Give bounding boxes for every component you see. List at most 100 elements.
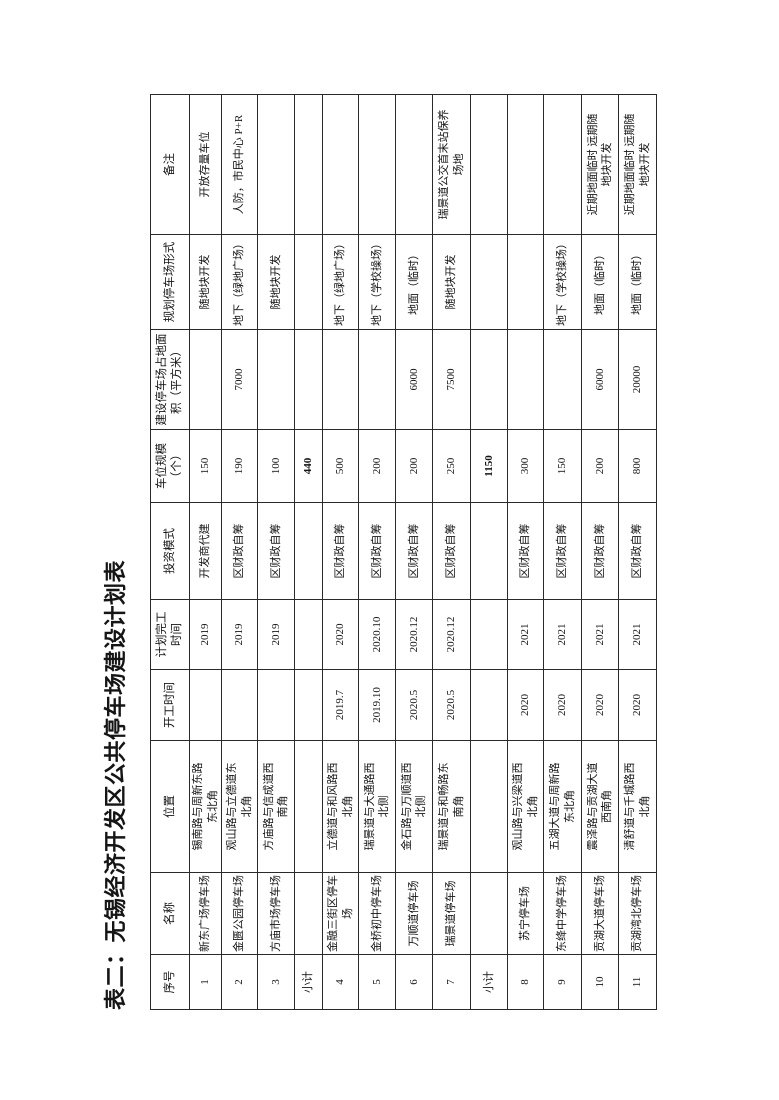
cell-start: 2020 <box>581 669 619 741</box>
cell-seq: 7 <box>432 954 471 1010</box>
cell-invest <box>294 502 323 600</box>
cell-area: 6000 <box>581 329 619 430</box>
cell-name: 新东广场停车场 <box>189 872 222 955</box>
cell-invest: 区财政自筹 <box>543 502 582 600</box>
cell-location: 观山路与兴梁道西 北角 <box>507 740 544 873</box>
cell-start <box>470 669 508 741</box>
cell-start: 2020 <box>507 669 544 741</box>
cell-finish: 2020.12 <box>432 599 471 670</box>
table-row: 4 金融三街区停车 场立德道与和风路西 北角 2019.7 2020 区财政自筹 500 地… <box>322 94 359 1010</box>
cell-start: 2019.7 <box>322 669 359 741</box>
cell-form: 随地块开发 <box>189 234 222 330</box>
cell-invest: 区财政自筹 <box>432 502 471 600</box>
cell-remark <box>507 94 544 235</box>
cell-finish: 2021 <box>543 599 582 670</box>
cell-remark <box>358 94 396 235</box>
cell-finish: 2021 <box>618 599 657 670</box>
column-header-area: 建设停车场占地面 积（平方米） <box>150 329 190 430</box>
cell-start: 2020 <box>543 669 582 741</box>
cell-spaces: 100 <box>257 429 295 503</box>
cell-form: 地下（学校操场） <box>358 234 396 330</box>
cell-area <box>507 329 544 430</box>
cell-spaces: 440 <box>294 429 323 503</box>
column-header-spaces: 车位规模 （个） <box>150 429 190 503</box>
cell-form: 地下（学校操场） <box>543 234 582 330</box>
cell-start <box>294 669 323 741</box>
cell-spaces: 200 <box>358 429 396 503</box>
cell-remark <box>395 94 433 235</box>
cell-remark <box>294 94 323 235</box>
cell-start: 2020 <box>618 669 657 741</box>
cell-name: 金桥初中停车场 <box>358 872 396 955</box>
cell-area <box>543 329 582 430</box>
cell-finish: 2019 <box>257 599 295 670</box>
column-header-seq: 序号 <box>150 954 190 1010</box>
cell-start: 2020.5 <box>395 669 433 741</box>
table-row: 3 方庙市场停车场 方庙路与信成道西 南角 2019 区财政自筹 100 随地块开发 <box>257 94 295 1010</box>
cell-name: 金融三街区停车 场 <box>322 872 359 955</box>
cell-name: 东绛中学停车场 <box>543 872 582 955</box>
cell-finish: 2019 <box>221 599 258 670</box>
cell-remark: 瑞景道公交首末站保养 场地 <box>432 94 471 235</box>
table-body: 1 新东广场停车场 锡南路与周新东路 东北角 2019 开发商代建 150 随地块开发 开放存… <box>189 94 657 1010</box>
column-header-location: 位置 <box>150 740 190 873</box>
cell-seq: 2 <box>221 954 258 1010</box>
cell-invest: 区财政自筹 <box>257 502 295 600</box>
cell-form: 随地块开发 <box>257 234 295 330</box>
table-row: 1 新东广场停车场 锡南路与周新东路 东北角 2019 开发商代建 150 随地块开发 开放存… <box>189 94 222 1010</box>
cell-seq: 11 <box>618 954 657 1010</box>
cell-invest: 区财政自筹 <box>221 502 258 600</box>
column-header-remark: 备注 <box>150 94 190 235</box>
cell-start <box>189 669 222 741</box>
cell-area: 20000 <box>618 329 657 430</box>
cell-form: 地面（临时） <box>395 234 433 330</box>
document-title: 表二：无锡经济开发区公共停车场建设计划表 <box>103 559 128 1010</box>
table-row: 2 金匮公园停车场 观山路与立德道东 北角 2019 区财政自筹 190 7000 地下（绿地… <box>221 94 258 1010</box>
cell-name: 瑞景道停车场 <box>432 872 471 955</box>
cell-name: 苏宁停车场 <box>507 872 544 955</box>
cell-seq: 1 <box>189 954 222 1010</box>
cell-remark <box>322 94 359 235</box>
cell-invest: 区财政自筹 <box>507 502 544 600</box>
cell-seq: 小计 <box>470 954 508 1010</box>
table-row: 6 万顺道停车场 金石路与万顺道西 北侧 2020.5 2020.12 区财政自筹 200 6… <box>395 94 433 1010</box>
cell-location: 锡南路与周新东路 东北角 <box>189 740 222 873</box>
cell-spaces: 1150 <box>470 429 508 503</box>
cell-location <box>470 740 508 873</box>
cell-seq: 3 <box>257 954 295 1010</box>
cell-location: 震泽路与贡湖大道 西南角 <box>581 740 619 873</box>
cell-area <box>257 329 295 430</box>
cell-form: 随地块开发 <box>432 234 471 330</box>
cell-area <box>189 329 222 430</box>
cell-name: 贡湖大道停车场 <box>581 872 619 955</box>
cell-form <box>507 234 544 330</box>
subtotal-row: 小计 1150 <box>470 94 508 1010</box>
cell-spaces: 250 <box>432 429 471 503</box>
cell-name: 金匮公园停车场 <box>221 872 258 955</box>
cell-name: 贡湖湾北停车场 <box>618 872 657 955</box>
cell-location <box>294 740 323 873</box>
cell-area: 7500 <box>432 329 471 430</box>
table-row: 5 金桥初中停车场 瑞景道与大通路西 北侧 2019.10 2020.10 区财政自筹 20… <box>358 94 396 1010</box>
cell-location: 清舒道与千城路西 北角 <box>618 740 657 873</box>
cell-finish: 2021 <box>507 599 544 670</box>
cell-form <box>470 234 508 330</box>
column-header-form: 规划停车场形式 <box>150 234 190 330</box>
cell-invest: 区财政自筹 <box>581 502 619 600</box>
table-row: 10 贡湖大道停车场 震泽路与贡湖大道 西南角 2020 2021 区财政自筹 200 600… <box>581 94 619 1010</box>
cell-start: 2019.10 <box>358 669 396 741</box>
cell-spaces: 150 <box>189 429 222 503</box>
cell-area <box>322 329 359 430</box>
cell-invest: 区财政自筹 <box>395 502 433 600</box>
column-header-invest: 投资模式 <box>150 502 190 600</box>
cell-location: 瑞景道与和畅路东 南角 <box>432 740 471 873</box>
cell-remark: 开放存量车位 <box>189 94 222 235</box>
parking-plan-table: 序号 名称 位置 开工时间 计划完工 时间 投资模式 车位规模 （个） 建设停车场占地面 积（… <box>150 94 657 1010</box>
cell-form: 地面（临时） <box>618 234 657 330</box>
header-row: 序号 名称 位置 开工时间 计划完工 时间 投资模式 车位规模 （个） 建设停车场占地面 积（… <box>150 94 190 1010</box>
table-row: 7 瑞景道停车场 瑞景道与和畅路东 南角 2020.5 2020.12 区财政自筹 250 7… <box>432 94 471 1010</box>
cell-remark <box>470 94 508 235</box>
cell-finish: 2019 <box>189 599 222 670</box>
cell-spaces: 300 <box>507 429 544 503</box>
